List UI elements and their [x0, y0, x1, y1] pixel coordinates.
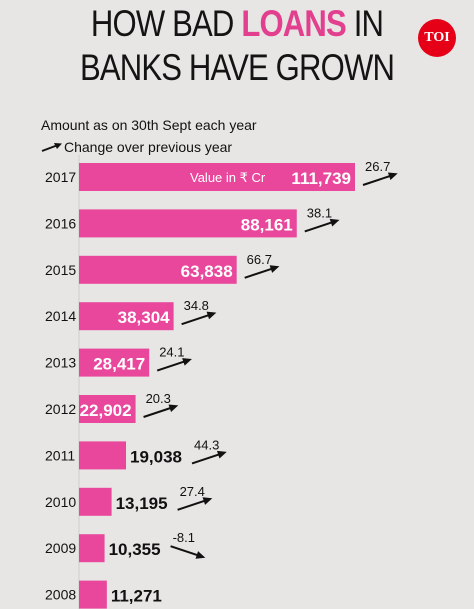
- change-arrow-head: [202, 497, 213, 505]
- change-label: 34.8: [184, 298, 209, 313]
- year-label: 2014: [45, 308, 76, 324]
- change-arrow-head: [168, 404, 179, 413]
- value-label: 28,417: [93, 355, 145, 374]
- change-arrow: [181, 313, 212, 326]
- title-part-2: IN: [345, 3, 384, 44]
- bar: [79, 302, 174, 331]
- change-legend-label: Change over previous year: [64, 139, 233, 155]
- year-label: 2010: [45, 494, 76, 510]
- amount-note: Amount as on 30th Sept each year: [41, 117, 257, 133]
- change-arrow-head: [269, 265, 280, 273]
- change-label: 24.1: [159, 345, 184, 360]
- value-label: 38,304: [118, 308, 171, 327]
- change-arrow: [191, 452, 223, 465]
- value-unit-label: Value in ₹ Cr: [190, 170, 266, 185]
- year-label: 2012: [45, 401, 76, 417]
- change-arrow: [362, 174, 394, 186]
- change-arrow: [304, 220, 336, 233]
- change-label: 38.1: [307, 205, 332, 220]
- change-arrow-head: [206, 311, 217, 320]
- year-label: 2009: [45, 540, 76, 556]
- change-arrow-head: [387, 172, 398, 181]
- title-line-1: HOW BAD LOANS IN: [38, 2, 436, 46]
- bar: [79, 209, 297, 238]
- value-label: 22,902: [80, 401, 132, 420]
- chart-title: HOW BAD LOANS IN BANKS HAVE GROWN: [38, 2, 436, 90]
- title-highlight: LOANS: [241, 3, 346, 44]
- value-label: 88,161: [241, 215, 293, 234]
- year-label: 2011: [45, 447, 75, 463]
- value-label: 19,038: [130, 447, 182, 466]
- change-arrow-head: [216, 450, 227, 459]
- change-arrow-head: [329, 218, 340, 227]
- value-label: 111,739: [291, 169, 351, 188]
- change-arrow-head: [195, 551, 206, 559]
- bar: [79, 534, 105, 563]
- title-part-1: HOW BAD: [90, 3, 242, 44]
- year-label: 2015: [45, 262, 76, 278]
- bar: [79, 163, 355, 191]
- change-arrow: [244, 266, 275, 279]
- change-label: 27.4: [180, 484, 205, 499]
- bar: [79, 395, 136, 423]
- bar: [79, 580, 107, 609]
- year-label: 2008: [45, 587, 76, 603]
- change-label: 44.3: [194, 437, 219, 452]
- change-arrow: [143, 406, 174, 418]
- value-label: 13,195: [116, 494, 168, 513]
- toi-logo: TOI: [418, 19, 456, 57]
- title-line-2: BANKS HAVE GROWN: [79, 47, 395, 88]
- value-label: 63,838: [181, 262, 233, 281]
- bar: [79, 441, 127, 470]
- year-label: 2013: [45, 355, 76, 371]
- value-label: 11,271: [111, 587, 162, 606]
- change-label: -8.1: [173, 530, 195, 545]
- year-label: 2016: [45, 215, 76, 231]
- change-arrow-icon: [41, 143, 62, 152]
- bar: [79, 255, 237, 284]
- change-label: 66.7: [247, 252, 272, 267]
- year-label: 2017: [45, 169, 76, 185]
- value-label: 10,355: [109, 540, 161, 559]
- change-arrow: [170, 545, 201, 558]
- change-label: 20.3: [146, 391, 171, 406]
- change-arrow: [156, 359, 188, 372]
- change-arrow: [177, 498, 208, 511]
- bar: [79, 487, 112, 516]
- change-label: 26.7: [365, 159, 390, 174]
- change-arrow-head: [182, 358, 192, 366]
- bar: [79, 348, 150, 377]
